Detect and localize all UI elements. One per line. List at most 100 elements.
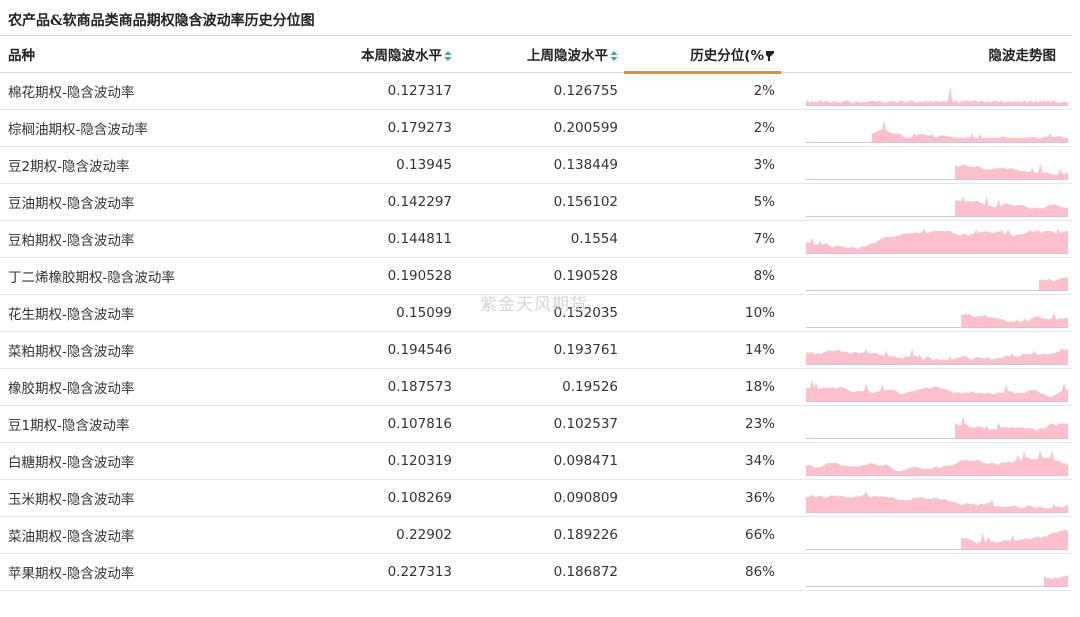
table-row: 棕榈油期权-隐含波动率 0.179273 0.200599 2% bbox=[0, 109, 1072, 147]
current-iv: 0.179273 bbox=[290, 109, 458, 147]
column-header-trend: 隐波走势图 bbox=[781, 36, 1072, 73]
column-header-trend-label: 隐波走势图 bbox=[988, 48, 1057, 64]
current-iv: 0.144811 bbox=[290, 220, 458, 258]
sparkline-area bbox=[1039, 276, 1068, 290]
variety-name: 玉米期权-隐含波动率 bbox=[0, 479, 290, 517]
iv-trend-cell bbox=[781, 146, 1072, 184]
iv-trend-cell bbox=[781, 405, 1072, 443]
sparkline-area bbox=[806, 379, 1068, 401]
sparkline-area bbox=[806, 450, 1068, 475]
iv-trend-cell bbox=[781, 294, 1072, 332]
previous-iv: 0.186872 bbox=[458, 553, 624, 591]
iv-sparkline bbox=[806, 491, 1068, 513]
previous-iv: 0.200599 bbox=[458, 109, 624, 147]
previous-iv: 0.138449 bbox=[458, 146, 624, 184]
historical-percentile: 23% bbox=[624, 405, 781, 443]
iv-trend-cell bbox=[781, 516, 1072, 554]
variety-name: 豆2期权-隐含波动率 bbox=[0, 146, 290, 184]
iv-sparkline bbox=[806, 450, 1068, 476]
sparkline-area bbox=[806, 86, 1068, 105]
table-row: 菜油期权-隐含波动率 0.22902 0.189226 66% bbox=[0, 516, 1072, 554]
iv-trend-cell bbox=[781, 331, 1072, 369]
filter-icon[interactable] bbox=[765, 50, 775, 62]
historical-percentile: 2% bbox=[624, 109, 781, 147]
variety-name: 花生期权-隐含波动率 bbox=[0, 294, 290, 332]
current-iv: 0.108269 bbox=[290, 479, 458, 517]
historical-percentile: 3% bbox=[624, 146, 781, 184]
table-row: 豆2期权-隐含波动率 0.13945 0.138449 3% bbox=[0, 146, 1072, 184]
historical-percentile: 7% bbox=[624, 220, 781, 258]
iv-sparkline bbox=[806, 120, 1068, 143]
historical-percentile: 34% bbox=[624, 442, 781, 480]
iv-percentile-table: 品种 本周隐波水平 上周隐波水平 历史分位(% 隐波走势图 棉花期权-隐含波动率… bbox=[0, 36, 1072, 591]
iv-sparkline bbox=[806, 86, 1068, 106]
iv-sparkline bbox=[806, 163, 1068, 180]
historical-percentile: 14% bbox=[624, 331, 781, 369]
previous-iv: 0.193761 bbox=[458, 331, 624, 369]
iv-sparkline bbox=[806, 416, 1068, 439]
iv-trend-cell bbox=[781, 442, 1072, 480]
historical-percentile: 8% bbox=[624, 257, 781, 295]
iv-sparkline bbox=[806, 379, 1068, 402]
column-header-percentile[interactable]: 历史分位(% bbox=[624, 36, 781, 74]
sparkline-area bbox=[961, 312, 1068, 327]
sparkline-area bbox=[955, 196, 1068, 216]
current-iv: 0.22902 bbox=[290, 516, 458, 554]
column-header-previous[interactable]: 上周隐波水平 bbox=[458, 36, 624, 73]
current-iv: 0.187573 bbox=[290, 368, 458, 406]
page-title: 农产品&软商品类商品期权隐含波动率历史分位图 bbox=[8, 13, 315, 29]
iv-trend-cell bbox=[781, 72, 1072, 110]
iv-trend-cell bbox=[781, 553, 1072, 591]
previous-iv: 0.090809 bbox=[458, 479, 624, 517]
variety-name: 橡胶期权-隐含波动率 bbox=[0, 368, 290, 406]
variety-name: 豆油期权-隐含波动率 bbox=[0, 183, 290, 221]
historical-percentile: 2% bbox=[624, 72, 781, 110]
table-row: 丁二烯橡胶期权-隐含波动率 0.190528 0.190528 8% bbox=[0, 257, 1072, 295]
current-iv: 0.190528 bbox=[290, 257, 458, 295]
sparkline-area bbox=[806, 491, 1068, 512]
previous-iv: 0.189226 bbox=[458, 516, 624, 554]
table-row: 豆油期权-隐含波动率 0.142297 0.156102 5% bbox=[0, 183, 1072, 221]
iv-sparkline bbox=[806, 276, 1068, 291]
variety-name: 苹果期权-隐含波动率 bbox=[0, 553, 290, 591]
iv-sparkline bbox=[806, 196, 1068, 217]
sort-up-down-icon[interactable] bbox=[444, 50, 452, 62]
sort-up-down-icon[interactable] bbox=[610, 50, 618, 62]
previous-iv: 0.19526 bbox=[458, 368, 624, 406]
sparkline-area bbox=[955, 416, 1068, 438]
table-row: 玉米期权-隐含波动率 0.108269 0.090809 36% bbox=[0, 479, 1072, 517]
iv-sparkline bbox=[806, 529, 1068, 550]
previous-iv: 0.1554 bbox=[458, 220, 624, 258]
title-divider bbox=[0, 35, 1072, 36]
sparkline-area bbox=[1044, 575, 1068, 586]
column-header-current[interactable]: 本周隐波水平 bbox=[290, 36, 458, 73]
previous-iv: 0.190528 bbox=[458, 257, 624, 295]
table-row: 菜粕期权-隐含波动率 0.194546 0.193761 14% bbox=[0, 331, 1072, 369]
variety-name: 白糖期权-隐含波动率 bbox=[0, 442, 290, 480]
sparkline-area bbox=[955, 163, 1068, 179]
column-header-previous-label: 上周隐波水平 bbox=[527, 48, 608, 64]
iv-trend-cell bbox=[781, 220, 1072, 258]
iv-trend-cell bbox=[781, 479, 1072, 517]
variety-name: 豆1期权-隐含波动率 bbox=[0, 405, 290, 443]
iv-sparkline bbox=[806, 575, 1068, 587]
previous-iv: 0.156102 bbox=[458, 183, 624, 221]
table-header-row: 品种 本周隐波水平 上周隐波水平 历史分位(% 隐波走势图 bbox=[0, 36, 1072, 74]
historical-percentile: 5% bbox=[624, 183, 781, 221]
historical-percentile: 86% bbox=[624, 553, 781, 591]
column-header-name-label: 品种 bbox=[8, 48, 35, 64]
current-iv: 0.107816 bbox=[290, 405, 458, 443]
variety-name: 丁二烯橡胶期权-隐含波动率 bbox=[0, 257, 290, 295]
sparkline-area bbox=[872, 120, 1068, 142]
iv-trend-cell bbox=[781, 368, 1072, 406]
iv-trend-cell bbox=[781, 257, 1072, 295]
current-iv: 0.120319 bbox=[290, 442, 458, 480]
iv-trend-cell bbox=[781, 109, 1072, 147]
current-iv: 0.194546 bbox=[290, 331, 458, 369]
sparkline-area bbox=[806, 228, 1068, 253]
current-iv: 0.15099 bbox=[290, 294, 458, 332]
historical-percentile: 66% bbox=[624, 516, 781, 554]
iv-sparkline bbox=[806, 312, 1068, 328]
previous-iv: 0.098471 bbox=[458, 442, 624, 480]
current-iv: 0.227313 bbox=[290, 553, 458, 591]
